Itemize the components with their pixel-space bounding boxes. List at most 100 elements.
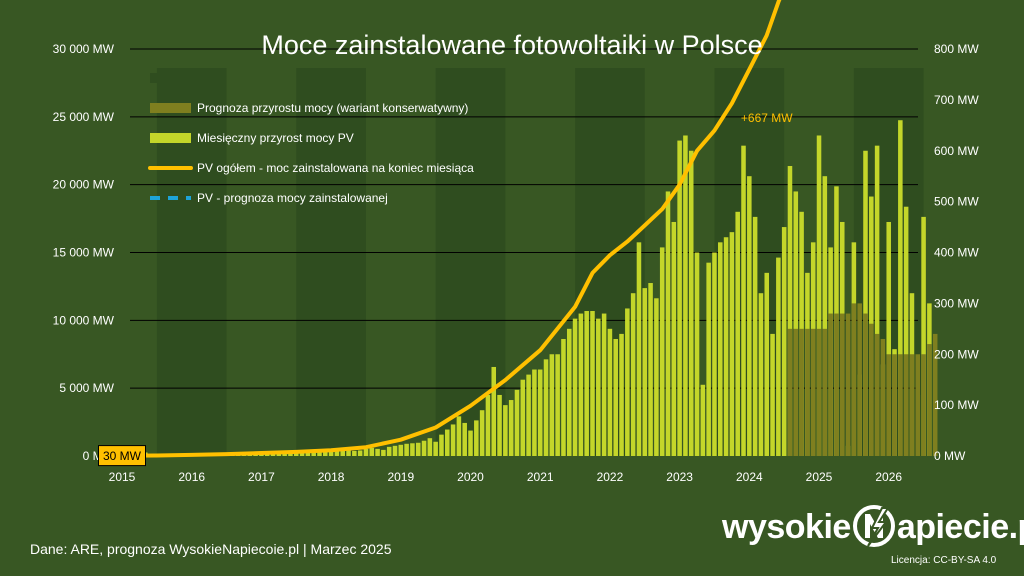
legend-label-1: Prognoza przyrostu mocy (wariant konserw… <box>197 101 468 115</box>
x-tick-label-4: 2019 <box>387 470 414 484</box>
bar-0-98 <box>688 150 694 456</box>
bar-0-77 <box>566 328 572 456</box>
bar-0-132 <box>886 221 891 456</box>
bar-0-64 <box>491 366 497 456</box>
bar-1-17 <box>886 354 891 456</box>
bar-0-57 <box>450 424 456 456</box>
chart-title: Moce zainstalowane fotowoltaiki w Polsce <box>261 30 763 60</box>
x-tick-label-3: 2018 <box>318 470 345 484</box>
right-tick-label-4: 400 MW <box>934 246 979 260</box>
legend-label-4: PV - prognoza mocy zainstalowanej <box>197 191 388 205</box>
bar-0-37 <box>334 451 340 456</box>
bar-0-86 <box>619 333 624 456</box>
x-axis-ticks: 2015 2016 2017 2018 2019 2020 2021 2022 2023 2024… <box>109 470 903 484</box>
right-tick-label-2: 200 MW <box>934 347 979 361</box>
bar-1-22 <box>915 354 921 456</box>
annotations: 30 MW21 GW+667 MW≈25 GW <box>98 111 793 467</box>
legend-swatch-0 <box>150 73 191 83</box>
bar-0-73 <box>543 359 549 456</box>
bar-1-19 <box>898 354 903 456</box>
bar-0-49 <box>404 443 409 456</box>
bar-0-48 <box>398 444 404 456</box>
bar-0-29 <box>288 452 293 456</box>
bar-0-130 <box>874 145 880 456</box>
bar-0-84 <box>607 328 613 456</box>
bar-0-115 <box>787 166 793 456</box>
bar-0-109 <box>752 216 758 456</box>
left-tick-label-6: 30 000 MW <box>53 42 115 56</box>
bar-1-15 <box>874 333 880 456</box>
brand-left: wysokie <box>722 508 851 546</box>
bar-0-81 <box>590 311 595 456</box>
x-tick-label-5: 2020 <box>457 470 484 484</box>
bar-0-100 <box>700 384 706 456</box>
bar-1-20 <box>903 354 909 456</box>
bar-0-101 <box>706 262 711 456</box>
bar-0-97 <box>683 135 688 457</box>
bar-0-134 <box>898 120 903 456</box>
left-tick-label-2: 10 000 MW <box>53 313 115 327</box>
bar-0-110 <box>758 293 764 456</box>
bar-0-45 <box>381 449 386 456</box>
bar-0-43 <box>369 447 375 456</box>
bar-0-70 <box>526 374 531 456</box>
x-tick-label-1: 2016 <box>178 470 205 484</box>
legend-swatch-2 <box>150 133 191 143</box>
source-note: Dane: ARE, prognoza WysokieNapiecoie.pl … <box>30 541 392 557</box>
bar-0-105 <box>729 232 735 456</box>
bar-0-31 <box>299 451 305 456</box>
bar-0-61 <box>474 420 479 456</box>
bar-1-23 <box>921 354 926 456</box>
annotation-box-0 <box>98 445 146 467</box>
bar-0-59 <box>462 422 467 456</box>
license-note: Licencja: CC-BY-SA 4.0 <box>891 555 997 566</box>
bar-0-90 <box>642 288 648 456</box>
bar-0-72 <box>537 369 543 456</box>
bar-1-0 <box>787 328 793 456</box>
bar-0-116 <box>793 191 799 456</box>
bar-0-103 <box>718 242 723 456</box>
legend-label-3: PV ogółem - moc zainstalowana na koniec … <box>197 161 474 175</box>
bar-1-6 <box>822 328 828 456</box>
bar-0-79 <box>578 313 584 456</box>
bar-1-9 <box>839 313 845 456</box>
bar-0-33 <box>311 451 316 456</box>
bar-0-60 <box>468 430 473 456</box>
bar-0-102 <box>712 252 717 456</box>
bar-0-52 <box>421 440 427 456</box>
bar-0-83 <box>601 313 607 456</box>
bar-0-46 <box>386 446 392 456</box>
bar-1-3 <box>805 328 810 456</box>
capacity-lines <box>120 0 782 458</box>
bar-0-68 <box>514 389 520 456</box>
bar-0-92 <box>654 298 659 456</box>
bar-0-88 <box>630 293 636 456</box>
bar-0-66 <box>503 405 508 456</box>
bar-1-4 <box>810 328 816 456</box>
bar-0-113 <box>776 257 781 456</box>
bar-1-11 <box>851 303 857 456</box>
bar-0-42 <box>363 448 369 456</box>
bar-1-7 <box>828 313 833 456</box>
bar-0-51 <box>415 442 421 456</box>
bar-0-91 <box>648 283 653 456</box>
bar-0-87 <box>625 308 630 456</box>
bar-0-30 <box>293 451 299 456</box>
bar-0-36 <box>328 451 334 456</box>
bar-0-44 <box>375 448 380 456</box>
bar-0-78 <box>572 318 578 456</box>
x-tick-label-0: 2015 <box>109 470 136 484</box>
bar-0-40 <box>352 450 357 456</box>
left-tick-label-5: 25 000 MW <box>53 110 115 124</box>
left-tick-label-3: 15 000 MW <box>53 246 115 260</box>
bar-0-94 <box>665 191 671 456</box>
lightning-logo-icon <box>852 505 895 548</box>
annotation-label-0: 30 MW <box>103 449 142 463</box>
bar-0-71 <box>532 369 537 456</box>
x-tick-label-9: 2024 <box>736 470 763 484</box>
bar-0-80 <box>584 311 589 456</box>
bar-0-135 <box>903 206 909 456</box>
bar-1-16 <box>880 338 886 456</box>
